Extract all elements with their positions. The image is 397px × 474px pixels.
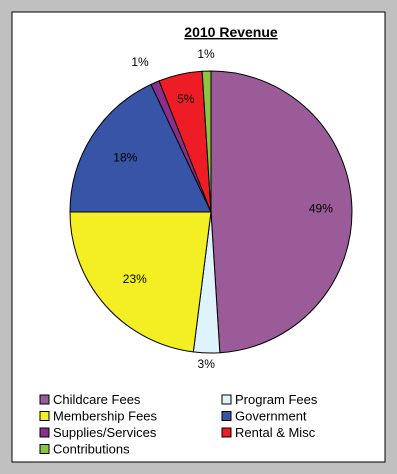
data-label-membership-fees: 23% (123, 272, 147, 286)
legend-label-membership-fees: Membership Fees (53, 409, 158, 424)
legend-swatch-supplies-services (39, 427, 50, 438)
pie-slice-membership-fees (69, 211, 212, 353)
chart-title: 2010 Revenue (184, 24, 278, 40)
legend-label-government: Government (235, 409, 307, 424)
data-label-rental-misc: 5% (177, 92, 195, 106)
data-label-supplies-services: 1% (131, 55, 149, 69)
data-label-childcare-fees: 49% (309, 202, 333, 216)
chart-legend: Childcare Fees Program Fees Membership Fee… (39, 392, 318, 457)
pie-slices (69, 70, 353, 354)
pie-slice-government (69, 83, 212, 213)
legend-swatch-rental-misc (221, 427, 232, 438)
legend-swatch-membership-fees (39, 411, 50, 421)
legend-swatch-program-fees (221, 394, 232, 405)
legend-label-supplies-services: Supplies/Services (53, 425, 157, 440)
legend-swatch-childcare-fees (39, 394, 50, 405)
data-label-program-fees: 3% (198, 357, 216, 371)
pie-slice-childcare-fees (210, 70, 353, 354)
legend-swatch-contributions (39, 444, 50, 454)
pie-slice-contributions (201, 70, 212, 213)
pie-data-labels: 49% 3% 23% 18% 1% 5% 1% (113, 47, 333, 371)
legend-label-rental-misc: Rental & Misc (235, 425, 316, 440)
legend-label-contributions: Contributions (53, 442, 130, 457)
data-label-contributions: 1% (197, 47, 215, 61)
legend-swatch-government (221, 411, 232, 421)
legend-label-childcare-fees: Childcare Fees (53, 392, 141, 407)
legend-label-program-fees: Program Fees (235, 392, 318, 407)
data-label-government: 18% (113, 151, 137, 165)
